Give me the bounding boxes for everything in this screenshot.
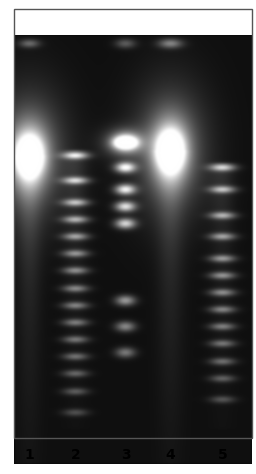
Text: 5: 5 (218, 448, 228, 462)
Text: 4: 4 (165, 448, 175, 462)
Text: 1: 1 (25, 448, 34, 462)
Text: 2: 2 (71, 448, 80, 462)
Text: 3: 3 (121, 448, 130, 462)
